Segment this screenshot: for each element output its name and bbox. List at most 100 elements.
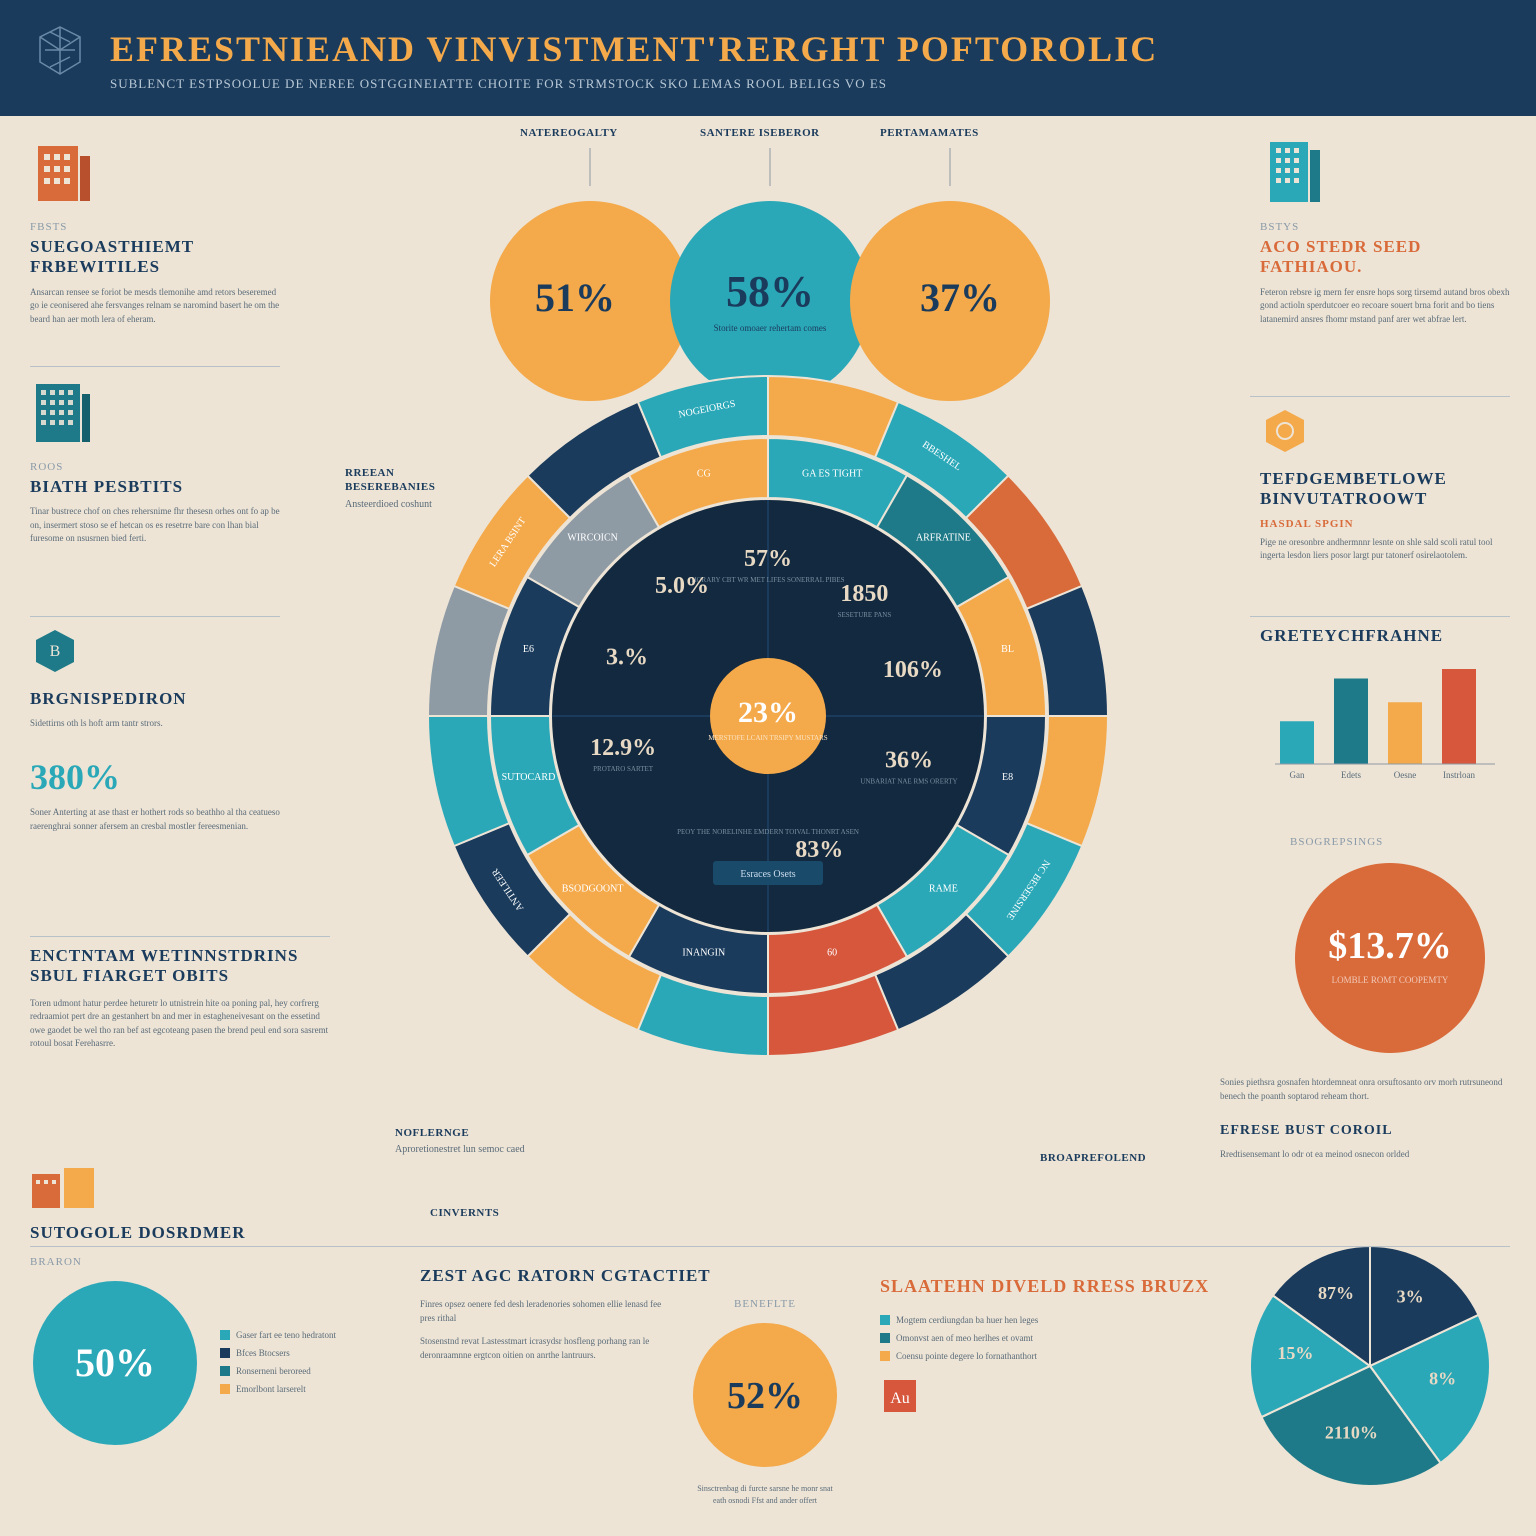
section-label: FBSTS — [30, 221, 280, 233]
building-icon — [30, 136, 94, 206]
svg-text:UNBARIAT NAE RMS ORERTY: UNBARIAT NAE RMS ORERTY — [860, 777, 957, 785]
text-body: Sonies piethsra gosnafen htordemneat onr… — [1220, 1076, 1510, 1103]
label: BRARON — [30, 1256, 336, 1268]
section-body: Feteron rebsre ig mern fer ensre hops so… — [1260, 286, 1510, 327]
circle-value: 50% — [75, 1340, 155, 1385]
section-left-4: ENCTNTAM WETINNSTDRINS SBUL FIARGET OBIT… — [30, 946, 330, 1051]
badge-text: Au — [890, 1390, 910, 1407]
badge-icon: B — [30, 626, 80, 676]
svg-text:HORARY CBT WR MET LIFES SONERR: HORARY CBT WR MET LIFES SONERRAL PIBES — [691, 576, 844, 584]
svg-text:B: B — [50, 643, 61, 660]
top-circle-label: SANTERE ISEBEROR — [700, 126, 840, 143]
body1: Finres opsez oenere fed desh leradenorie… — [420, 1298, 670, 1325]
circle-label: BSOGREPSINGS — [1290, 836, 1490, 848]
section-title: BRGNISPEDIRON — [30, 689, 280, 709]
right-text-block: Sonies piethsra gosnafen htordemneat onr… — [1220, 1076, 1510, 1161]
svg-text:GA ES TIGHT: GA ES TIGHT — [802, 468, 862, 479]
bottom-mid-block: ZEST AGC RATORN CGTACTIET Finres opsez o… — [420, 1266, 840, 1507]
sunburst-chart: BBESHELNC BESERSINEANTILEERLERA BSINTNOG… — [418, 366, 1118, 1066]
svg-text:SESETURE PANS: SESETURE PANS — [838, 611, 892, 619]
section-label: BSTYS — [1260, 221, 1510, 233]
svg-text:CG: CG — [697, 468, 711, 479]
svg-text:60: 60 — [827, 948, 837, 959]
circle-value: 52% — [727, 1375, 803, 1417]
body2: Stosenstnd revat Lastesstmart icrasydsr … — [420, 1335, 670, 1362]
section-title: TEFDGEMBETLOWE BINVUTATROOWT — [1260, 469, 1510, 510]
barchart-title: GRETEYCHFRAHNE — [1260, 626, 1510, 646]
svg-text:E8: E8 — [1002, 772, 1013, 783]
text-title: EFRESE BUST COROIL — [1220, 1123, 1510, 1140]
lab1: BENEFLTE — [690, 1298, 840, 1310]
text-sub: Rredtisensemant lo odr ot ea meinod osne… — [1220, 1148, 1510, 1162]
svg-text:Storite omoaer rehertam comes: Storite omoaer rehertam comes — [714, 323, 827, 333]
svg-text:SUTOCARD: SUTOCARD — [502, 772, 556, 783]
svg-text:15%: 15% — [1277, 1343, 1313, 1363]
circle-value: $13.7% — [1328, 925, 1452, 967]
section-title: ENCTNTAM WETINNSTDRINS SBUL FIARGET OBIT… — [30, 946, 330, 987]
svg-text:Oesne: Oesne — [1394, 770, 1417, 780]
top-circle-label: PERTAMAMATES — [880, 126, 1020, 143]
legend: Gaser fart ee teno hedratontBfces Btocse… — [220, 1327, 336, 1400]
bottom-left-block: BRARON 50% Gaser fart ee teno hedratontB… — [30, 1256, 336, 1448]
orange-circle-block: BSOGREPSINGS $13.7% LOMBLE ROMT COOPEMTY — [1290, 836, 1490, 1063]
section-body: Ansarcan rensee se foriot be mesds tlemo… — [30, 286, 280, 327]
svg-text:106%: 106% — [883, 657, 943, 683]
hex-icon — [1260, 406, 1310, 456]
barchart-block: GRETEYCHFRAHNE GanEdetsOesneInstrloan — [1260, 626, 1510, 789]
svg-text:87%: 87% — [1318, 1283, 1354, 1303]
section-right-0: BSTYS ACO STEDR SEED FATHIAOU. Feteron r… — [1260, 136, 1510, 326]
title: SLAATEHN DIVELD RRESS BRUZX — [880, 1276, 1210, 1298]
badge-au-icon: Au — [880, 1376, 920, 1416]
svg-text:INANGIN: INANGIN — [682, 948, 725, 959]
callout: RREEAN BESEREBANIESAnsteerdioed coshunt — [345, 466, 475, 511]
cube-logo-icon — [30, 22, 90, 82]
section-title: BIATH PESBTITS — [30, 477, 280, 497]
section-left-3: 380% Soner Anterting at ase thast er hot… — [30, 756, 280, 833]
building-icon — [30, 376, 94, 446]
svg-text:58%: 58% — [726, 267, 814, 316]
building-small-icon — [30, 1166, 100, 1210]
section-left-5: SUTOGOLE DOSRDMER — [30, 1166, 280, 1251]
svg-text:5.0%: 5.0% — [655, 573, 709, 599]
callout: NOFLERNGEAproretionestret lun semoc caed — [395, 1126, 525, 1156]
legend: Mogtem cerdiungdan ba huer hen legesOmon… — [880, 1312, 1210, 1365]
foot: Sinsctrenbag di furcte sarsne he monr sn… — [690, 1483, 840, 1507]
divider — [30, 936, 330, 937]
divider — [30, 616, 280, 617]
svg-text:2110%: 2110% — [1325, 1423, 1378, 1443]
svg-text:3.%: 3.% — [606, 645, 648, 671]
svg-text:WIRCOICN: WIRCOICN — [567, 533, 618, 544]
svg-text:3%: 3% — [1397, 1287, 1424, 1307]
svg-text:83%: 83% — [795, 837, 843, 863]
main-canvas: FBSTS SUEGOASTHIEMT FRBEWITILES Ansarcan… — [0, 116, 1536, 1532]
stat-value: 380% — [30, 756, 280, 798]
svg-text:ARFRATINE: ARFRATINE — [916, 533, 971, 544]
svg-text:RAME: RAME — [929, 883, 958, 894]
pie-chart-right: 3%8%2110%15%87% — [1240, 1236, 1500, 1496]
orange-stat-circle: $13.7% LOMBLE ROMT COOPEMTY — [1290, 858, 1490, 1058]
title: ZEST AGC RATORN CGTACTIET — [420, 1266, 840, 1286]
divider — [1250, 396, 1510, 397]
section-right-1: TEFDGEMBETLOWE BINVUTATROOWT HASDAL SPGI… — [1260, 406, 1510, 563]
divider — [1250, 616, 1510, 617]
svg-text:23%: 23% — [738, 696, 798, 729]
section-body: Toren udmont hatur perdee heturetr lo ut… — [30, 997, 330, 1051]
svg-text:57%: 57% — [744, 546, 792, 572]
section-body: Sidettirns oth ls hoft arm tantr strors. — [30, 717, 280, 731]
teal-stat-circle: 50% — [30, 1278, 200, 1448]
svg-text:Gan: Gan — [1290, 770, 1305, 780]
divider — [30, 1246, 1510, 1247]
svg-text:PROTARO SARTET: PROTARO SARTET — [593, 765, 654, 773]
divider — [30, 366, 280, 367]
orange-mid-circle: 52% — [690, 1320, 840, 1470]
building-icon — [1260, 136, 1324, 206]
svg-text:37%: 37% — [920, 275, 1000, 320]
section-body: Soner Anterting at ase thast er hothert … — [30, 806, 280, 833]
svg-text:36%: 36% — [885, 747, 933, 773]
section-body: Pige ne oresonbre andhermnnr lesnte on s… — [1260, 536, 1510, 563]
svg-text:Instrloan: Instrloan — [1443, 770, 1475, 780]
section-title: ACO STEDR SEED FATHIAOU. — [1260, 237, 1510, 278]
svg-text:BSODGOONT: BSODGOONT — [562, 883, 624, 894]
circle-sub: LOMBLE ROMT COOPEMTY — [1332, 975, 1449, 985]
svg-text:BL: BL — [1001, 644, 1014, 655]
